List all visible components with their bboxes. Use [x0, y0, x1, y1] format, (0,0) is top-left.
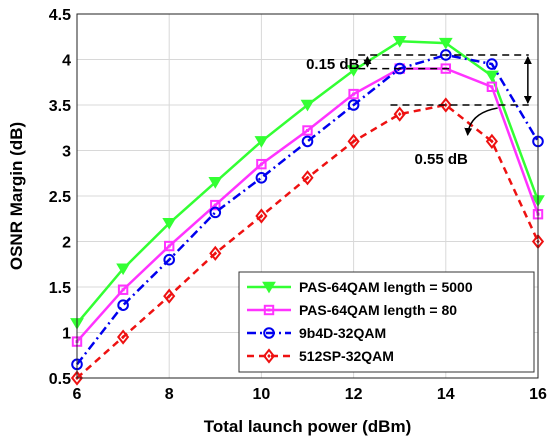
- series-2: [71, 63, 544, 347]
- marker-inner: [259, 162, 263, 166]
- plot-frame: [76, 13, 539, 379]
- data-point: [440, 63, 452, 74]
- x-tick-label: 16: [529, 386, 547, 403]
- marker-inner: [397, 112, 402, 117]
- annotation-label-055: 0.55 dB: [415, 151, 469, 168]
- marker-inner: [351, 139, 356, 144]
- data-point: [348, 88, 359, 100]
- data-point: [70, 370, 84, 386]
- x-tick-label: 12: [345, 386, 363, 403]
- data-point: [117, 329, 130, 345]
- series-line: [76, 53, 540, 366]
- annotation-layer: 0.15 dB 0.55 dB: [306, 54, 532, 168]
- data-point: [485, 133, 498, 150]
- legend-box: [238, 271, 535, 373]
- data-point: [208, 177, 223, 189]
- data-point: [254, 136, 269, 148]
- marker-inner: [213, 203, 217, 207]
- marker-inner: [305, 175, 310, 180]
- data-point: [346, 65, 361, 77]
- marker-inner: [490, 139, 494, 144]
- legend-label: 9b4D-32QAM: [299, 325, 386, 341]
- data-point: [301, 170, 314, 186]
- marker-inner: [213, 251, 218, 256]
- y-tick-label: 1.5: [49, 280, 71, 297]
- legend-label: PAS-64QAM length = 5000: [299, 279, 473, 295]
- marker-inner: [444, 102, 448, 108]
- legend-marker: [263, 327, 275, 339]
- y-tick-label: 2.5: [49, 189, 71, 206]
- marker-inner: [259, 213, 264, 219]
- marker-inner: [267, 308, 271, 312]
- y-tick-label: 3.5: [49, 98, 71, 115]
- x-tick-label: 14: [437, 386, 455, 403]
- data-point: [255, 172, 268, 184]
- legend: PAS-64QAM length = 5000 PAS-64QAM length …: [238, 271, 535, 373]
- data-point: [255, 208, 268, 224]
- legend-entry: 9b4D-32QAM: [247, 325, 386, 341]
- legend-entry: PAS-64QAM length = 80: [247, 302, 457, 318]
- data-point: [440, 49, 452, 61]
- x-tick-label: 6: [73, 386, 82, 403]
- data-point: [163, 288, 176, 304]
- annotation-label-015: 0.15 dB: [306, 56, 360, 73]
- data-point: [210, 199, 221, 211]
- marker-inner: [121, 334, 125, 340]
- marker-inner: [167, 244, 171, 248]
- y-tick-label: 1: [62, 326, 71, 343]
- y-tick-label: 2: [62, 235, 71, 252]
- series-3: [71, 49, 544, 371]
- y-tick-label: 0.5: [49, 371, 71, 388]
- data-point: [438, 37, 453, 50]
- marker-inner: [121, 288, 125, 292]
- legend-marker: [262, 281, 276, 294]
- tick-labels: 6 8 10 12 14 16 0.5 1 1.5 2 2.5 3 3.5 4 4.5: [49, 7, 547, 403]
- series-layer: [70, 36, 545, 386]
- data-point: [439, 97, 452, 113]
- legend-entry: 512SP-32QAM: [247, 348, 394, 364]
- x-tick-label: 8: [165, 386, 174, 403]
- data-point: [486, 58, 498, 70]
- data-point: [164, 240, 175, 252]
- data-point: [347, 99, 360, 111]
- data-point: [117, 284, 129, 295]
- data-point: [209, 206, 222, 219]
- marker-inner: [352, 92, 356, 96]
- x-tick-label: 10: [253, 386, 271, 403]
- data-point: [301, 135, 314, 148]
- legend-label: PAS-64QAM length = 80: [299, 302, 457, 318]
- annotation-pointer-055: [464, 107, 498, 136]
- legend-marker: [262, 348, 276, 364]
- legend-label: 512SP-32QAM: [299, 348, 394, 364]
- marker-inner: [267, 353, 271, 359]
- data-point: [116, 263, 130, 276]
- data-point: [347, 133, 360, 150]
- legend-entry: PAS-64QAM length = 5000: [247, 279, 473, 295]
- y-tick-label: 4.5: [49, 7, 71, 24]
- marker-inner: [167, 294, 171, 299]
- data-point: [163, 253, 175, 266]
- legend-marker: [263, 304, 275, 316]
- data-point: [117, 299, 129, 312]
- data-point: [486, 81, 498, 92]
- marker-inner: [306, 128, 309, 132]
- marker-inner: [490, 85, 494, 89]
- x-axis-label: Total launch power (dBm): [204, 417, 411, 436]
- data-point: [393, 106, 406, 122]
- data-point: [485, 70, 499, 83]
- data-point: [162, 218, 177, 230]
- y-axis-label: OSNR Margin (dB): [7, 122, 26, 270]
- y-tick-label: 4: [62, 53, 71, 70]
- data-point: [392, 36, 407, 48]
- y-tick-label: 3: [62, 144, 71, 161]
- data-point: [302, 125, 313, 136]
- series-1: [70, 36, 545, 330]
- data-point: [209, 245, 222, 261]
- data-point: [256, 158, 267, 170]
- data-point: [300, 99, 315, 112]
